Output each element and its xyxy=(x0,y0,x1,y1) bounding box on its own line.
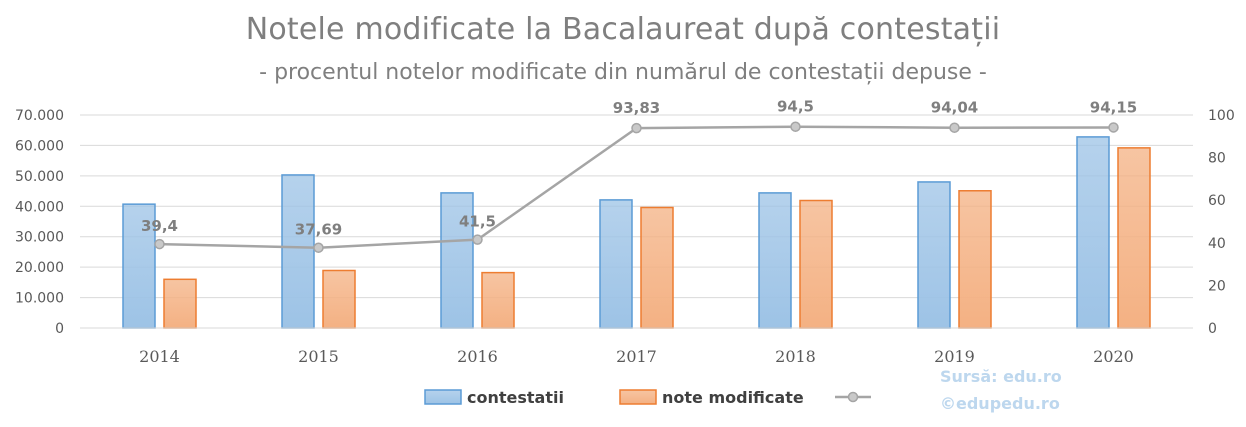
right-tick-label: 20 xyxy=(1208,278,1226,294)
bar-contestatii-2020 xyxy=(1076,136,1110,329)
category-label: 2014 xyxy=(139,347,180,366)
percent-point xyxy=(790,121,801,132)
legend: contestatii note modificate xyxy=(424,388,871,407)
left-tick-label: 30.000 xyxy=(15,230,64,246)
bar-contestatii-2019 xyxy=(917,181,951,329)
percent-data-label: 39,4 xyxy=(141,217,178,235)
right-tick-label: 100 xyxy=(1208,108,1235,124)
chart-title: Notele modificate la Bacalaureat după co… xyxy=(245,12,1001,47)
legend-line-marker xyxy=(847,391,859,403)
source-text: Sursă: edu.ro xyxy=(940,367,1062,386)
percent-data-label: 41,5 xyxy=(459,213,496,231)
right-tick-label: 80 xyxy=(1208,151,1226,167)
category-labels: 2014 2015 2016 2017 2018 2019 2020 xyxy=(80,327,1193,366)
percent-point xyxy=(313,242,324,253)
bar-contestatii-2017 xyxy=(599,199,633,329)
category-label: 2019 xyxy=(934,347,975,366)
right-tick-label: 60 xyxy=(1208,193,1226,209)
gridlines xyxy=(80,114,1193,329)
category-label: 2015 xyxy=(298,347,339,366)
bar-contestatii-2018 xyxy=(758,192,792,329)
legend-swatch xyxy=(619,389,657,405)
bar-note-modificate-2018 xyxy=(799,199,833,329)
bar-note-modificate-2020 xyxy=(1117,147,1151,329)
category-label: 2018 xyxy=(775,347,816,366)
percent-point xyxy=(154,238,165,250)
percent-point xyxy=(472,234,483,245)
bar-note-modificate-2019 xyxy=(958,190,992,329)
percent-point xyxy=(1108,122,1119,133)
percent-data-label: 93,83 xyxy=(613,99,660,117)
left-tick-label: 0 xyxy=(55,321,64,337)
bar-note-modificate-2014 xyxy=(163,278,197,329)
legend-label: note modificate xyxy=(662,388,804,407)
right-tick-label: 0 xyxy=(1208,321,1217,337)
copyright-text: ©edupedu.ro xyxy=(940,394,1060,413)
bar-note-modificate-2017 xyxy=(640,206,674,329)
bar-note-modificate-2015 xyxy=(322,269,356,329)
bar-note-modificate-2016 xyxy=(481,271,515,329)
percent-point xyxy=(949,122,960,133)
left-tick-label: 60.000 xyxy=(15,138,64,154)
legend-swatch xyxy=(424,389,462,405)
line-series: 39,4 37,69 41,5 93,83 94,5 94,04 94,15 xyxy=(141,98,1137,253)
percent-data-label: 94,15 xyxy=(1090,98,1137,116)
bar-series xyxy=(122,136,1151,329)
left-tick-label: 70.000 xyxy=(15,108,64,124)
category-label: 2016 xyxy=(457,347,498,366)
right-axis: 0 20 40 60 80 100 xyxy=(1208,108,1235,337)
percent-data-label: 94,5 xyxy=(777,98,814,116)
percent-point xyxy=(631,122,642,134)
chart-subtitle: - procentul notelor modificate din număr… xyxy=(259,60,987,85)
left-tick-label: 20.000 xyxy=(15,260,64,276)
left-tick-label: 10.000 xyxy=(15,291,64,307)
left-tick-label: 40.000 xyxy=(15,199,64,215)
right-tick-label: 40 xyxy=(1208,236,1226,252)
source-note: Sursă: edu.ro ©edupedu.ro xyxy=(940,367,1062,413)
percent-data-label: 94,04 xyxy=(931,99,978,117)
percent-data-label: 37,69 xyxy=(295,221,342,239)
category-label: 2020 xyxy=(1093,347,1134,366)
left-tick-label: 50.000 xyxy=(15,169,64,185)
bar-contestatii-2015 xyxy=(281,174,315,329)
left-axis: 0 10.000 20.000 30.000 40.000 50.000 60.000 70.… xyxy=(15,108,64,337)
bar-contestatii-2016 xyxy=(440,192,474,329)
legend-label: contestatii xyxy=(467,388,564,407)
category-label: 2017 xyxy=(616,347,657,366)
